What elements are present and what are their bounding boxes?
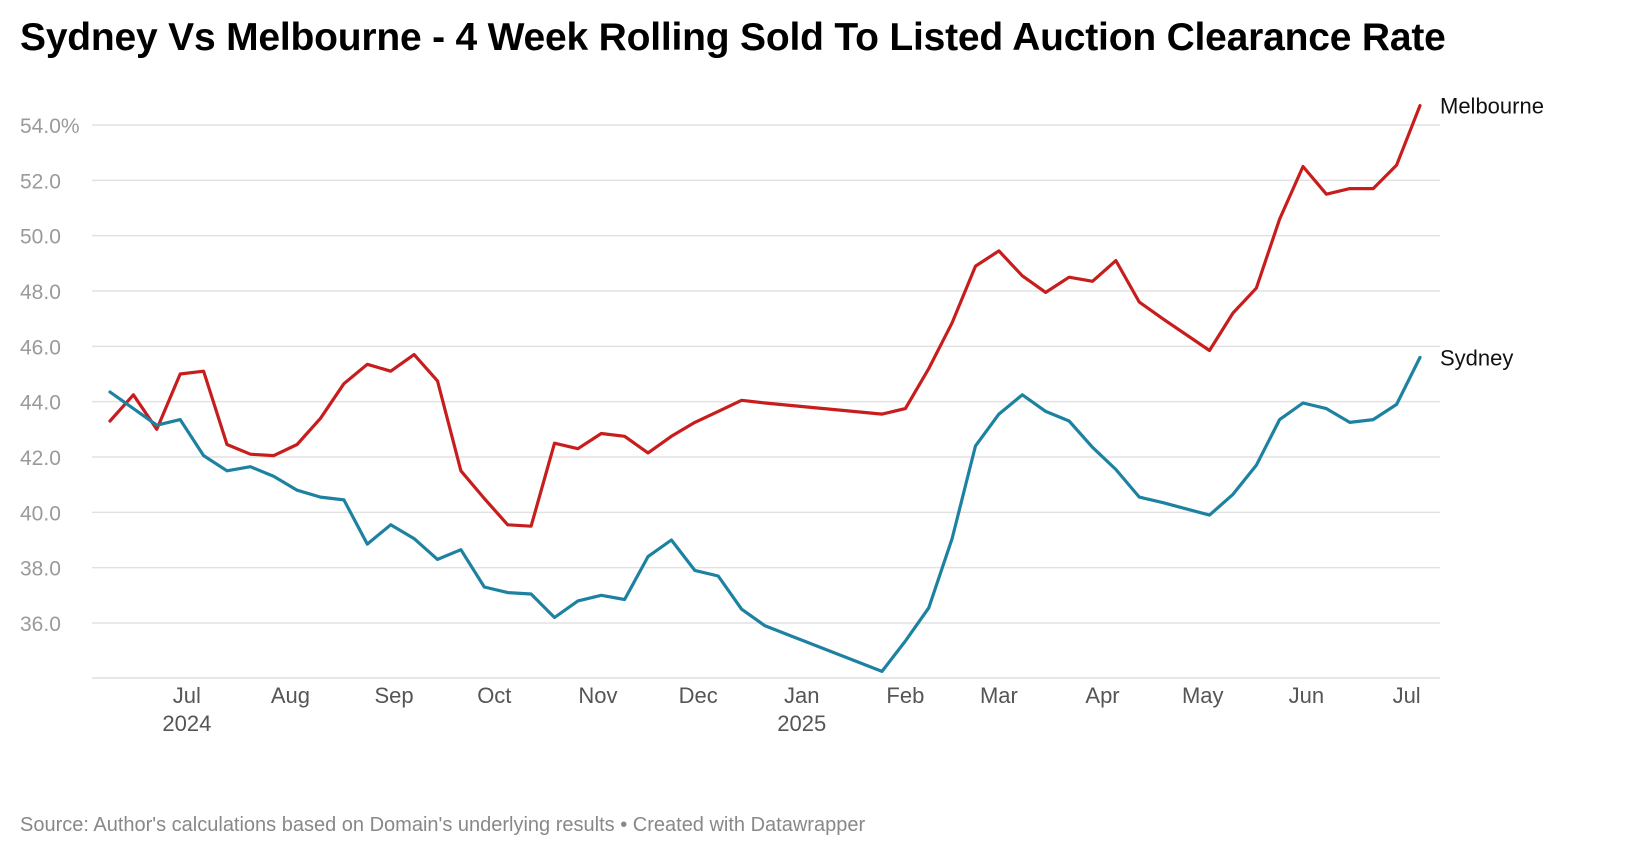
source-note: Source: Author's calculations based on D… <box>20 814 615 836</box>
x-tick-label: Jul <box>1393 683 1421 708</box>
series-lines <box>108 103 1422 674</box>
y-tick-label: 52.0 <box>20 170 61 193</box>
y-tick-label: 50.0 <box>20 226 61 249</box>
x-tick-label: Jul <box>173 683 201 708</box>
x-axis-ticks: Jul 2024 Aug Sep Oct Nov Dec Jan 2025 Feb Mar Apr Ma… <box>162 683 1420 736</box>
y-tick-label: 46.0 <box>20 336 61 359</box>
x-tick-label: Dec <box>679 683 718 708</box>
series-label-melbourne: Melbourne <box>1440 94 1544 119</box>
x-tick-year: 2025 <box>777 711 826 736</box>
x-tick-label: Sep <box>374 683 413 708</box>
y-tick-label: 42.0 <box>20 447 61 470</box>
gridlines <box>92 124 1440 679</box>
series-line-melbourne <box>108 103 1422 528</box>
y-tick-label: 40.0 <box>20 502 61 525</box>
y-tick-label: 44.0 <box>20 392 61 415</box>
footer-separator: • <box>620 814 628 836</box>
y-axis-ticks: 54.0% 52.0 50.0 48.0 46.0 44.0 42.0 40.0 38.0 36.… <box>20 115 80 636</box>
x-tick-label: Feb <box>886 683 924 708</box>
series-label-sydney: Sydney <box>1440 345 1513 370</box>
x-tick-year: 2024 <box>162 711 211 736</box>
series-labels: Melbourne Sydney <box>1440 94 1544 371</box>
x-tick-label: Apr <box>1085 683 1119 708</box>
x-tick-label: Mar <box>980 683 1018 708</box>
x-tick-label: Jun <box>1289 683 1324 708</box>
y-tick-label: 38.0 <box>20 558 61 581</box>
y-tick-label: 54.0% <box>20 115 80 138</box>
x-tick-label: Aug <box>271 683 310 708</box>
chart-title: Sydney Vs Melbourne - 4 Week Rolling Sol… <box>20 16 1446 59</box>
x-tick-label: Oct <box>477 683 511 708</box>
x-tick-label: Jan <box>784 683 819 708</box>
y-tick-label: 36.0 <box>20 613 61 636</box>
series-line-sydney <box>108 355 1422 674</box>
datawrapper-credit[interactable]: Created with Datawrapper <box>632 814 866 836</box>
chart-footer: Source: Author's calculations based on D… <box>20 814 865 837</box>
x-tick-label: Nov <box>578 683 617 708</box>
x-tick-label: May <box>1182 683 1224 708</box>
y-tick-label: 48.0 <box>20 281 61 304</box>
